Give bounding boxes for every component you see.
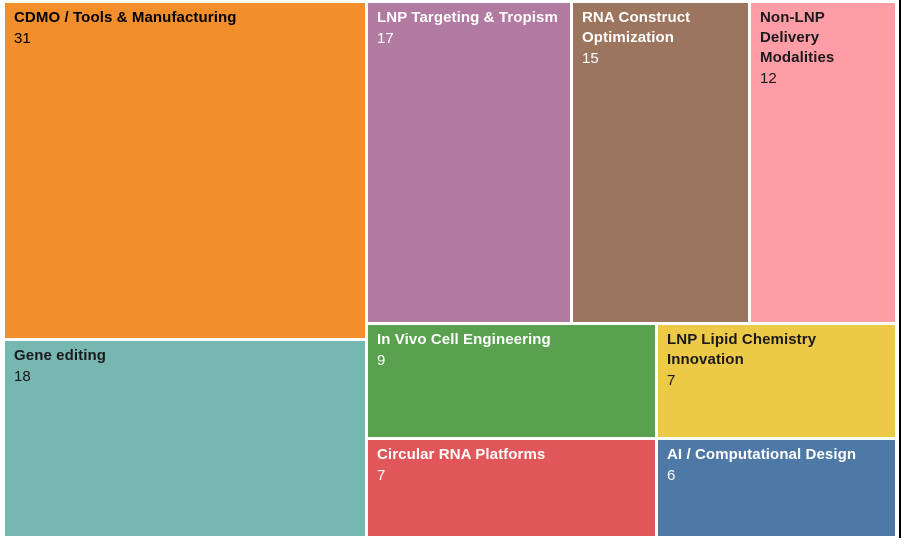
tile-label: Gene editing: [14, 347, 107, 364]
tile-value: 7: [667, 371, 676, 389]
tile-label: LNP Targeting & Tropism: [377, 9, 558, 26]
window-border-line: [899, 0, 901, 538]
tile-value: 9: [377, 351, 386, 369]
treemap-tile-lnp-lipid-chemistry-innovation[interactable]: LNP Lipid Chemistry Innovation 7: [658, 325, 895, 437]
treemap-tile-ai-computational-design[interactable]: AI / Computational Design 6: [658, 440, 895, 536]
treemap-tile-lnp-targeting-tropism[interactable]: LNP Targeting & Tropism 17: [368, 3, 570, 322]
treemap-tile-circular-rna-platforms[interactable]: Circular RNA Platforms 7: [368, 440, 655, 536]
treemap-tile-gene-editing[interactable]: Gene editing 18: [5, 341, 365, 536]
tile-value: 17: [377, 29, 394, 47]
treemap-tile-in-vivo-cell-engineering[interactable]: In Vivo Cell Engineering 9: [368, 325, 655, 437]
treemap-tile-non-lnp-delivery-modalities[interactable]: Non-LNP Delivery Modalities 12: [751, 3, 895, 322]
treemap-tile-cdmo-tools-manufacturing[interactable]: CDMO / Tools & Manufacturing 31: [5, 3, 365, 338]
tile-value: 18: [14, 367, 31, 385]
tile-label: RNA Construct Optimization: [582, 9, 691, 46]
tile-label: CDMO / Tools & Manufacturing: [14, 9, 237, 26]
tile-value: 15: [582, 49, 599, 67]
tile-label: In Vivo Cell Engineering: [377, 331, 551, 348]
tile-value: 12: [760, 69, 777, 87]
tile-label: LNP Lipid Chemistry Innovation: [667, 331, 817, 368]
tile-value: 31: [14, 29, 31, 47]
tile-label: Non-LNP Delivery Modalities: [760, 9, 835, 66]
treemap-tile-rna-construct-optimization[interactable]: RNA Construct Optimization 15: [573, 3, 748, 322]
tile-value: 7: [377, 466, 386, 484]
tile-label: Circular RNA Platforms: [377, 446, 546, 463]
tile-value: 6: [667, 466, 676, 484]
tile-label: AI / Computational Design: [667, 446, 857, 463]
